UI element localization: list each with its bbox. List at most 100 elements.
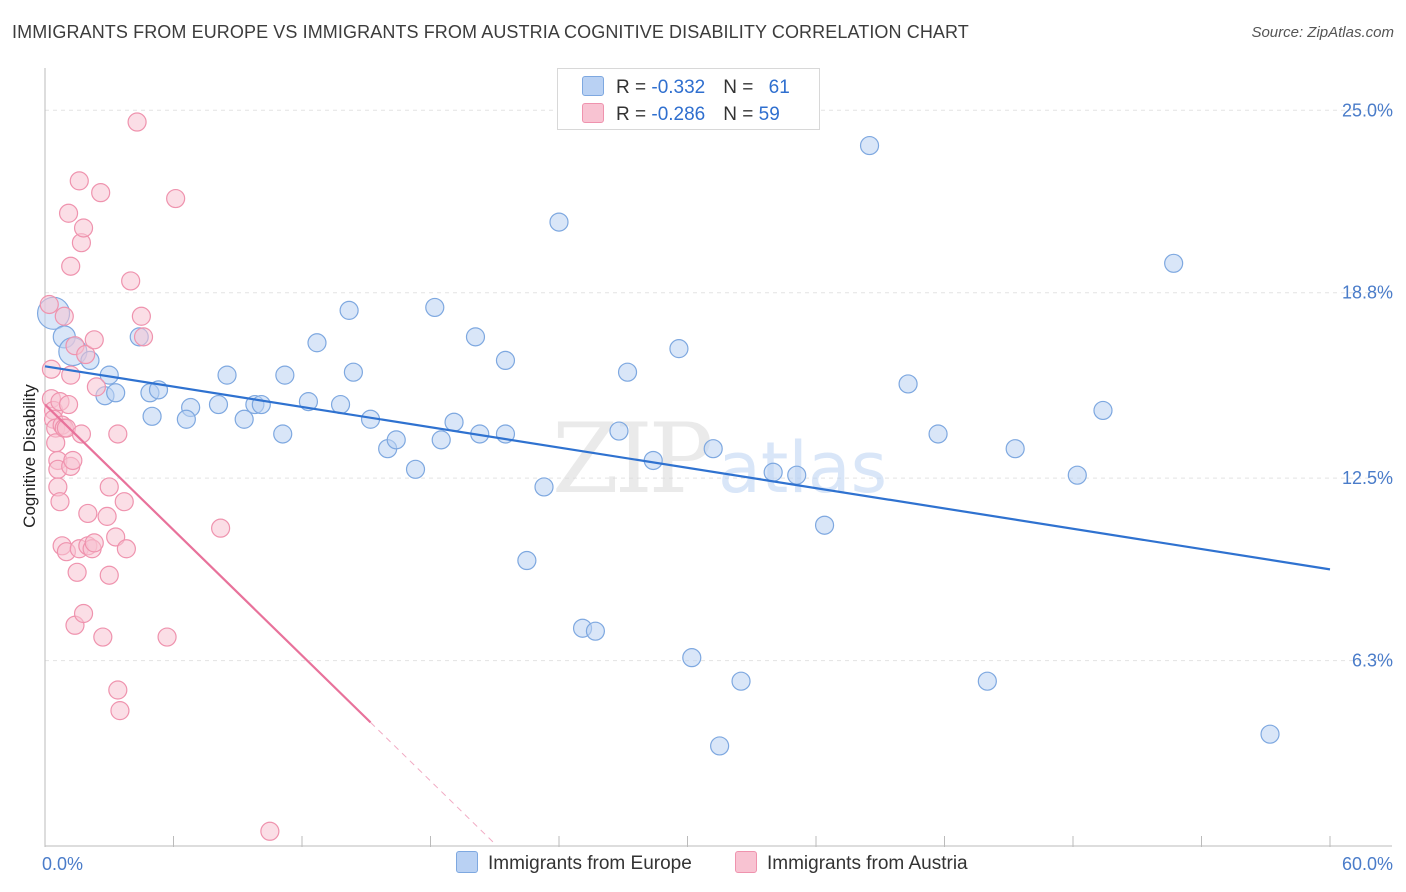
europe-point [405,459,426,479]
austria-point [73,603,94,624]
europe-point [251,394,271,415]
europe-point [431,430,451,450]
austria-point [86,377,107,397]
austria-legend-swatch [735,851,757,873]
austria-point [166,188,186,209]
europe-point [763,462,783,482]
austria-point [69,171,89,191]
europe-point [617,362,638,382]
europe-point [106,383,126,403]
austria-point [58,394,79,415]
austria-point [108,424,128,444]
europe-legend-label: Immigrants from Europe [488,853,692,874]
austria-point [50,492,70,512]
europe-legend-swatch [456,851,478,873]
austria-point [67,562,87,582]
europe-point [549,212,569,232]
austria-r-label: R = [616,104,652,125]
source-label: Source: ZipAtlas.com [1251,24,1394,41]
austria-n-value: 59 [758,104,780,125]
europe-point [1260,724,1280,744]
europe-point [859,135,880,156]
austria-point [114,492,134,512]
y-tick-label: 6.3% [1352,651,1393,671]
europe-r-label: R = [616,77,652,98]
europe-point [142,406,162,426]
austria-point [131,306,151,326]
austria-trend-line [44,403,372,724]
austria-point [71,424,92,444]
legend-item-europe: Immigrants from Europe [456,851,692,875]
europe-point [495,350,516,371]
austria-point [84,330,104,350]
europe-swatch [582,76,604,96]
austria-point [61,256,81,276]
europe-point [787,465,807,485]
europe-r-value: -0.332 [651,77,706,98]
austria-points [39,112,280,841]
europe-point [703,439,723,459]
austria-point [116,539,136,559]
austria-point [99,477,119,497]
europe-point [273,424,293,444]
austria-point [97,506,117,526]
y-tick-label: 12.5% [1342,468,1393,488]
europe-point [898,374,918,394]
y-axis-title: Cognitive Disability [20,384,39,528]
austria-point [93,627,113,647]
europe-point [465,327,486,347]
austria-trend-extension [370,722,496,845]
europe-point [444,412,464,432]
europe-point [217,365,237,385]
legend-row-europe: R = -0.332 N = 61 [582,76,790,98]
austria-point [63,450,83,471]
chart-title: IMMIGRANTS FROM EUROPE VS IMMIGRANTS FRO… [12,22,969,42]
europe-point [669,339,689,359]
grid-lines [45,109,1392,662]
europe-trend-line [44,365,1331,571]
x-tick-label: 60.0% [1342,854,1393,874]
europe-n-value: 61 [768,77,790,98]
europe-point [609,421,629,441]
europe-point [534,477,554,497]
watermark: ZIP atlas [552,403,887,515]
trend-lines [44,365,1331,845]
austria-point [58,203,79,223]
europe-point [1067,465,1087,485]
europe-point [176,409,196,429]
europe-point [208,394,229,415]
austria-point [76,344,96,365]
legend-item-austria: Immigrants from Austria [735,851,968,875]
austria-point [121,271,141,291]
europe-point [1164,253,1184,273]
austria-point [91,183,111,203]
austria-point [108,680,128,700]
austria-swatch [582,103,604,123]
axes [44,68,1392,847]
europe-point [343,362,363,382]
austria-point [54,306,74,326]
tick-labels: 6.3% 12.5% 18.8% 25.0% 0.0% 60.0% [42,100,1393,874]
austria-point [84,533,104,553]
europe-point [977,671,997,691]
x-tick-label: 0.0% [42,854,83,874]
europe-point [1005,439,1025,459]
austria-point [78,503,98,524]
austria-point [110,701,130,721]
europe-point [928,424,948,444]
austria-point [39,294,59,315]
europe-point [814,515,835,535]
europe-point [330,394,351,415]
europe-n-label: N = [723,77,759,98]
austria-legend-label: Immigrants from Austria [767,853,968,874]
austria-point [260,821,280,841]
austria-point [133,327,154,347]
europe-point [517,550,537,571]
austria-point [127,112,147,132]
y-tick-label: 18.8% [1342,283,1393,303]
y-tick-label: 25.0% [1342,100,1393,120]
stats-legend: R = -0.332 N = 61 R = -0.286 N = 59 [557,68,820,130]
austria-point [99,565,119,585]
europe-point [710,736,730,756]
